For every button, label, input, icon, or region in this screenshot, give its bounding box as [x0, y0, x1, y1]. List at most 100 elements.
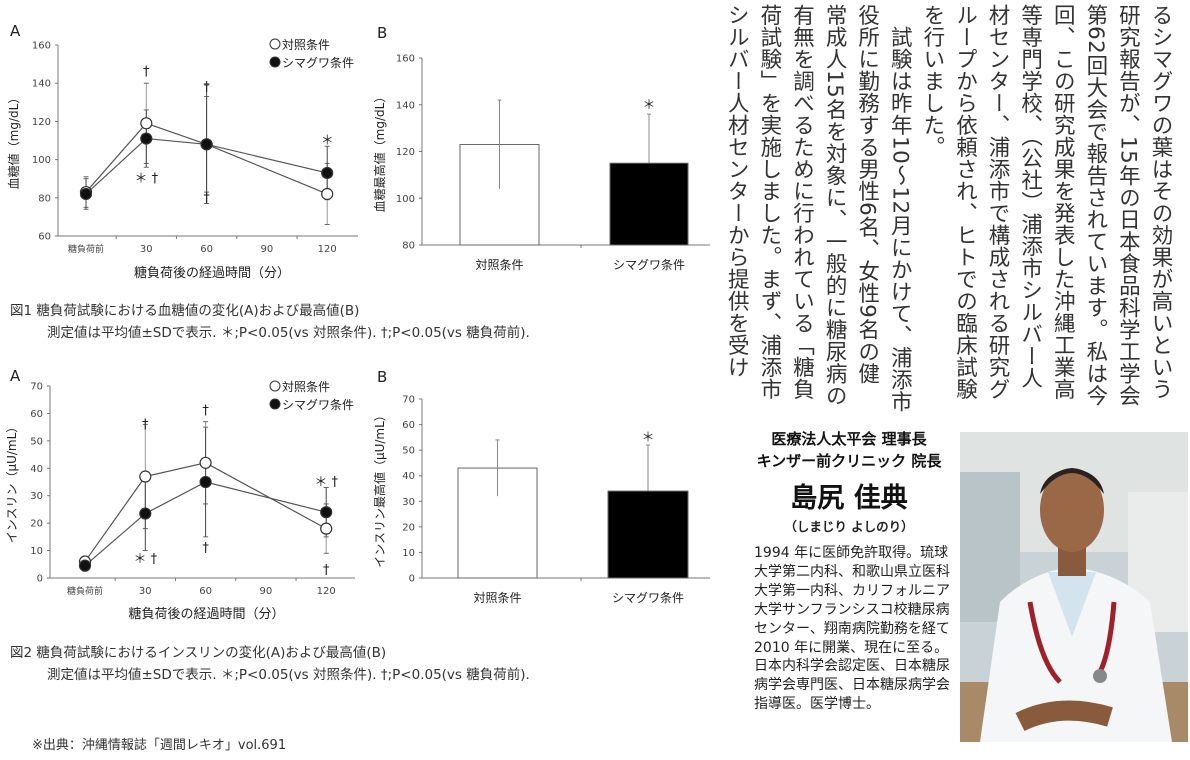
data-point	[140, 132, 153, 145]
panel-label: B	[377, 368, 387, 386]
data-point	[78, 559, 92, 572]
data-point	[199, 456, 212, 469]
y-tick-label: 10	[402, 548, 415, 559]
x-tick-label: 糖負荷前	[67, 585, 103, 597]
significance-mark: ＊ †	[133, 552, 157, 567]
legend-marker	[269, 38, 281, 50]
data-point	[139, 470, 152, 483]
panel-label: B	[377, 24, 387, 42]
x-tick-label: 対照条件	[473, 591, 521, 605]
data-point	[200, 138, 213, 151]
significance-mark: ＊	[642, 98, 655, 113]
legend-label: 対照条件	[282, 38, 330, 52]
significance-mark: †	[143, 65, 150, 80]
data-point	[139, 507, 152, 520]
legend-label: 対照条件	[282, 380, 330, 394]
article-column: シルバー人材センターから提供を受け	[724, 4, 750, 378]
author-name-reading: （しまじり よしのり）	[784, 519, 914, 534]
x-tick-label: 30	[139, 586, 152, 597]
y-tick-label: 30	[402, 497, 415, 508]
y-tick-label: 70	[30, 382, 43, 393]
y-tick-label: 30	[30, 491, 43, 502]
significance-mark: †	[202, 404, 209, 419]
y-tick-label: 20	[30, 519, 43, 530]
legend-label: シマグワ条件	[282, 398, 354, 412]
article-column: 等専門学校、（公社）浦添市シルバー人	[1017, 4, 1043, 390]
x-tick-label: 90	[261, 244, 274, 255]
figure1-caption: 図1 糖負荷試験における血糖値の変化(A)および最高値(B)	[10, 303, 360, 319]
x-tick-label: シマグワ条件	[613, 258, 685, 272]
article-column: 第62回大会で報告されています。私は今	[1082, 4, 1108, 407]
author-profile: 医療法人太平会 理事長 キンザー前クリニック 院長 島尻 佳典 （しまじり よし…	[742, 428, 956, 714]
article-column: 材センター、浦添市で構成される研究グ	[985, 4, 1011, 400]
figure2-caption: 図2 糖負荷試験におけるインスリンの変化(A)および最高値(B)	[10, 645, 387, 661]
y-axis-label: インスリン最高値（μU/mL）	[372, 409, 387, 568]
article-column: 回、この研究成果を発表した沖縄工業高	[1050, 4, 1076, 400]
author-title-1: 医療法人太平会 理事長	[771, 430, 927, 448]
article-column: 常成人15名を対象に、一般的に糖尿病の	[822, 4, 848, 407]
x-tick-label: 30	[140, 244, 153, 255]
x-tick-label: 60	[200, 244, 213, 255]
y-tick-label: 10	[30, 546, 43, 557]
x-tick-label: 糖負荷前	[68, 243, 104, 255]
article-body: るシマグワの葉はその効果が高いという 研究報告が、15年の日本食品科学工学会 第62…	[720, 4, 1176, 413]
bar	[609, 162, 689, 246]
article-column: 試験は昨年10～12月にかけて、浦添市	[887, 4, 913, 413]
legend-marker	[269, 398, 281, 410]
article-column: を行いました。	[919, 4, 945, 158]
y-tick-label: 0	[409, 574, 415, 585]
significance-mark: †	[203, 80, 210, 95]
author-name: 島尻 佳典	[790, 483, 908, 514]
article-column: 荷試験」を実施しました。まず、浦添市	[756, 4, 782, 400]
y-tick-label: 80	[38, 193, 51, 204]
y-tick-label: 120	[396, 147, 415, 158]
data-point	[321, 187, 334, 201]
y-tick-label: 20	[402, 522, 415, 533]
y-axis-label: 血糖最高値（mg/dL）	[372, 91, 387, 213]
x-tick-label: シマグワ条件	[612, 591, 684, 605]
y-tick-label: 40	[402, 471, 415, 482]
y-tick-label: 50	[402, 446, 415, 457]
data-point	[321, 166, 334, 180]
x-tick-label: 対照条件	[475, 258, 523, 272]
article-column: 研究報告が、15年の日本食品科学工学会	[1115, 4, 1141, 407]
y-tick-label: 70	[402, 395, 415, 406]
x-axis-label: 糖負荷後の経過時間（分）	[134, 265, 290, 281]
data-point	[320, 506, 333, 519]
significance-mark: ＊ †	[314, 475, 338, 490]
author-photo	[960, 432, 1188, 742]
y-tick-label: 160	[32, 41, 51, 52]
significance-mark: †	[203, 191, 210, 206]
y-axis-label: インスリン（μU/mL）	[5, 421, 19, 544]
data-point	[140, 117, 153, 130]
figure2-note: 測定値は平均値±SDで表示. ＊;P<0.05(vs 対照条件). †;P<0.…	[47, 667, 530, 683]
y-tick-label: 100	[32, 155, 51, 166]
significance-mark: ＊	[321, 134, 334, 149]
author-title-2: キンザー前クリニック 院長	[756, 452, 942, 470]
y-tick-label: 0	[37, 574, 43, 585]
y-axis-label: 血糖値（mg/dL）	[6, 92, 21, 190]
data-point	[199, 475, 212, 489]
series-line	[84, 481, 327, 567]
article-column: 役所に勤務する男性6名、女性9名の健	[854, 4, 880, 385]
panel-label: A	[10, 22, 21, 40]
y-tick-label: 60	[38, 232, 51, 243]
y-tick-label: 160	[396, 54, 415, 65]
legend-marker	[269, 380, 281, 392]
series-line	[84, 462, 327, 562]
x-tick-label: 90	[260, 586, 273, 597]
significance-mark: ＊	[641, 430, 654, 445]
author-bio: 1994 年に医師免許取得。琉球大学第二内科、和歌山県立医科大学第一内科、カリフ…	[754, 545, 950, 713]
significance-mark: †	[323, 563, 330, 578]
y-tick-label: 140	[32, 79, 51, 90]
x-axis-label: 糖負荷後の経過時間（分）	[128, 606, 284, 622]
significance-mark: ＊ †	[134, 172, 158, 187]
figure1-note: 測定値は平均値±SDで表示. ＊;P<0.05(vs 対照条件). †;P<0.…	[47, 325, 530, 341]
data-point	[320, 522, 333, 535]
significance-mark: †	[202, 541, 209, 556]
y-tick-label: 80	[402, 241, 415, 252]
y-tick-label: 60	[30, 409, 43, 420]
source-note: ※出典：沖縄情報誌「週間レキオ」vol.691	[32, 738, 287, 753]
y-tick-label: 120	[32, 117, 51, 128]
